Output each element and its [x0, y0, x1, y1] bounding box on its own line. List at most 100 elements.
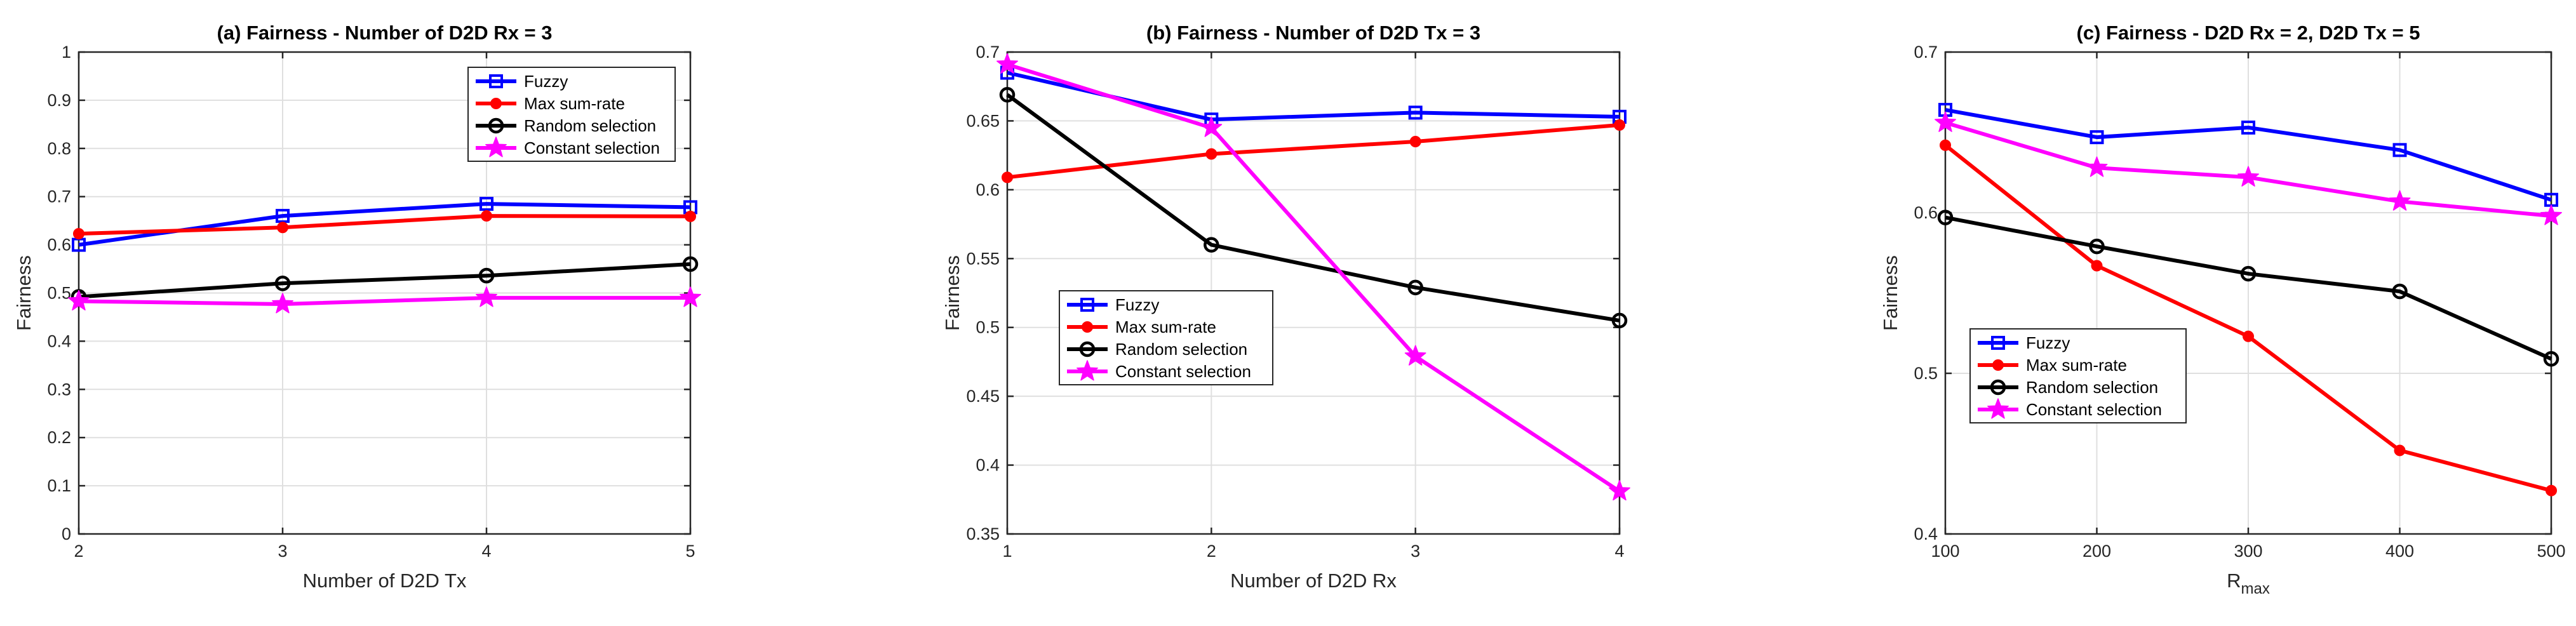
legend-item: Constant selection [476, 137, 660, 157]
y-tick-label: 0.5 [1914, 364, 1938, 383]
y-tick-label: 0.45 [966, 387, 1000, 406]
series-line [1945, 108, 2552, 202]
legend-marker [1077, 360, 1098, 381]
series-constant-selection [996, 53, 1630, 501]
x-axis-label: Number of D2D Tx [303, 569, 467, 592]
x-tick-label: 3 [278, 542, 287, 561]
legend-label: Max sum-rate [524, 94, 625, 113]
legend-marker [1079, 341, 1096, 357]
legend-marker [1082, 321, 1093, 333]
data-point [68, 290, 90, 310]
chart-panel-2: 0.35 0.4 0.45 0.5 0.55 0.6 0.65 0.7 1 2 3 4 (b) Fair… [941, 22, 1630, 592]
y-tick-label: 0.2 [47, 428, 71, 447]
x-tick-label: 2 [74, 542, 83, 561]
x-axis-label: Rmax [2227, 569, 2270, 597]
data-point [1935, 111, 1956, 132]
legend-item: Fuzzy [1067, 295, 1159, 314]
data-point [478, 267, 495, 284]
y-tick-label: 0.6 [976, 180, 1000, 199]
legend-item: Constant selection [1067, 360, 1251, 381]
x-axis-label-main: Number of D2D Tx [303, 569, 467, 592]
data-point [1609, 480, 1630, 501]
data-point [1614, 119, 1625, 131]
legend-label: Fuzzy [524, 72, 568, 91]
y-tick-label: 0.55 [966, 249, 1000, 268]
legend-marker [1992, 359, 2004, 371]
legend-marker [1991, 336, 2005, 350]
legend-label: Random selection [2026, 378, 2158, 397]
data-point [274, 276, 291, 291]
legend-label: Max sum-rate [2026, 356, 2127, 375]
x-tick-label: 100 [1931, 542, 1959, 561]
legend-item: Max sum-rate [1067, 317, 1216, 336]
axes-box [1006, 51, 1621, 535]
data-point [996, 53, 1018, 74]
data-point [1940, 139, 1951, 151]
data-point [276, 209, 290, 223]
series-line [1945, 215, 2553, 361]
data-point [2389, 190, 2411, 211]
data-point [73, 228, 84, 240]
legend-item: Random selection [1067, 340, 1247, 359]
legend-marker [490, 98, 502, 109]
y-tick-label: 1 [62, 43, 71, 62]
y-tick-label: 0.35 [966, 524, 1000, 543]
x-tick-label: 4 [481, 542, 491, 561]
legend-marker [485, 137, 507, 157]
data-point [2091, 260, 2103, 272]
data-point [2240, 265, 2257, 282]
data-point [476, 286, 497, 307]
data-point [2086, 156, 2108, 177]
chart-panel-1: 0 0.1 0.2 0.3 0.4 0.5 0.6 0.7 0.8 0.9 1 2 3 4 5 (a) Fai… [13, 22, 701, 592]
data-point [1002, 171, 1013, 183]
data-point [680, 286, 701, 307]
data-point [2243, 330, 2254, 342]
series-random-selection [999, 86, 1628, 329]
y-tick-label: 0 [62, 524, 71, 543]
data-point [2392, 283, 2408, 300]
legend-item: Constant selection [1978, 398, 2162, 419]
y-tick-label: 0.1 [47, 476, 71, 495]
x-axis-label-subscript: max [2241, 580, 2270, 597]
y-axis-label: Fairness [1879, 255, 1902, 331]
x-axis-label: Number of D2D Rx [1230, 569, 1397, 592]
x-tick-label: 1 [1002, 542, 1012, 561]
legend-label: Random selection [1115, 340, 1247, 359]
y-axis-label: Fairness [13, 255, 35, 331]
data-point [272, 293, 293, 314]
chart-title: (b) Fairness - Number of D2D Tx = 3 [1146, 22, 1480, 44]
legend-marker [1990, 379, 2006, 396]
data-point [2090, 130, 2104, 145]
series-constant-selection [68, 286, 701, 314]
legend-item: Fuzzy [1978, 333, 2070, 352]
x-tick-label: 500 [2537, 542, 2565, 561]
x-tick-label: 300 [2234, 542, 2262, 561]
x-tick-label: 200 [2083, 542, 2111, 561]
legend-marker [1987, 398, 2009, 419]
x-tick-label: 4 [1614, 542, 1624, 561]
data-point [1937, 210, 1954, 225]
legend: Fuzzy Max sum-rate Random selection Constan… [1969, 328, 2187, 423]
legend-item: Random selection [1978, 378, 2158, 397]
series-line [1007, 123, 1620, 180]
data-point [1204, 237, 1219, 253]
data-point [1404, 345, 1426, 366]
legend-item: Max sum-rate [476, 94, 625, 113]
data-point [277, 222, 288, 234]
data-point [2546, 484, 2557, 496]
data-point [1408, 105, 1423, 120]
legend-label: Fuzzy [1115, 295, 1159, 314]
series-line [78, 262, 691, 299]
y-tick-label: 0.6 [47, 236, 71, 255]
y-tick-label: 0.7 [47, 187, 71, 206]
chart-title: (c) Fairness - D2D Rx = 2, D2D Tx = 5 [2077, 22, 2420, 44]
series-max-sum-rate [1002, 119, 1625, 183]
data-point [2237, 166, 2259, 187]
legend-label: Constant selection [1115, 362, 1251, 381]
data-point [480, 197, 493, 211]
legend-item: Max sum-rate [1978, 356, 2127, 375]
data-point [1409, 135, 1421, 147]
chart-panel-3: 0.4 0.5 0.6 0.7 100 200 300 400 500 (c) Fairness … [1879, 22, 2566, 597]
y-tick-label: 0.9 [47, 91, 71, 110]
y-tick-label: 0.4 [1914, 524, 1938, 543]
